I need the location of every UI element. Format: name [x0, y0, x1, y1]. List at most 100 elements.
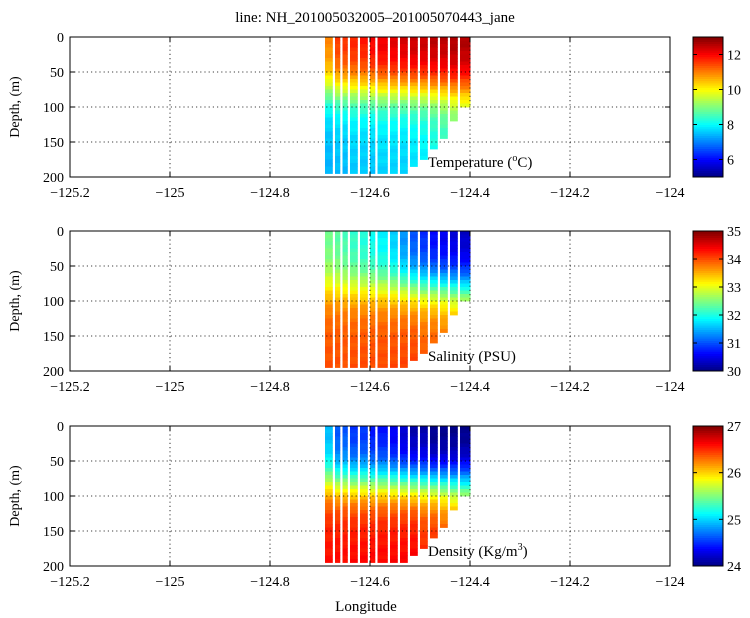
data-cell: [350, 51, 358, 55]
data-cell: [377, 531, 388, 535]
data-cell: [360, 350, 368, 354]
data-cell: [440, 103, 448, 108]
data-cell: [460, 103, 471, 108]
data-cell: [325, 478, 333, 483]
data-cell: [377, 297, 388, 302]
data-cell: [377, 315, 388, 319]
data-cell: [342, 301, 348, 305]
data-cell: [370, 245, 376, 249]
data-cell: [470, 262, 471, 267]
data-cell: [400, 360, 408, 365]
data-cell: [360, 559, 368, 563]
data-cell: [377, 131, 388, 136]
data-cell: [400, 489, 408, 493]
data-cell: [460, 447, 471, 451]
data-cell: [460, 89, 471, 94]
data-cell: [335, 534, 341, 539]
data-cell: [450, 294, 458, 298]
data-cell: [325, 107, 333, 111]
data-cell: [342, 294, 348, 298]
data-cell: [390, 276, 398, 281]
data-cell: [370, 121, 376, 125]
data-cell: [377, 255, 388, 260]
data-cell: [400, 142, 408, 146]
data-cell: [377, 234, 388, 239]
figure-title: line: NH_201005032005–201005070443_jane: [235, 10, 515, 26]
data-cell: [335, 471, 341, 476]
data-cell: [450, 114, 458, 118]
data-cell: [390, 93, 398, 97]
profile-column: [377, 426, 388, 563]
data-cell: [410, 65, 418, 69]
data-cell: [430, 325, 438, 330]
data-cell: [350, 353, 358, 358]
data-cell: [370, 332, 376, 337]
colorbar-step: [693, 537, 723, 541]
data-cell: [370, 44, 376, 48]
x-tick-label: −125.2: [50, 575, 89, 590]
data-cell: [377, 93, 388, 97]
data-cell: [410, 234, 418, 239]
data-cell: [460, 436, 471, 441]
data-cell: [335, 51, 341, 55]
data-cell: [325, 241, 333, 246]
data-cell: [400, 68, 408, 73]
data-cell: [342, 506, 348, 511]
profile-column: [430, 37, 438, 150]
data-cell: [377, 350, 388, 354]
data-cell: [370, 297, 376, 302]
data-cell: [390, 440, 398, 444]
data-cell: [377, 527, 388, 532]
data-cell: [450, 478, 458, 483]
data-cell: [342, 461, 348, 465]
profile-column: [350, 37, 358, 174]
colorbar-step: [693, 465, 723, 469]
data-cell: [420, 93, 428, 97]
data-cell: [450, 301, 458, 305]
data-cell: [460, 269, 471, 274]
data-cell: [420, 100, 428, 104]
data-cell: [377, 461, 388, 465]
data-cell: [470, 429, 471, 434]
data-cell: [390, 166, 398, 171]
data-cell: [410, 252, 418, 256]
y-tick-label: 150: [43, 136, 64, 151]
data-cell: [325, 287, 333, 291]
data-cell: [360, 464, 368, 469]
data-cell: [325, 440, 333, 444]
data-cell: [440, 89, 448, 94]
data-cell: [360, 364, 368, 368]
colorbar-step: [693, 520, 723, 523]
data-cell: [335, 443, 341, 448]
data-cell: [360, 47, 368, 52]
colorbar-step: [693, 231, 723, 234]
data-cell: [430, 283, 438, 288]
colorbar-step: [693, 61, 723, 64]
data-cell: [470, 54, 471, 59]
data-cell: [335, 311, 341, 316]
data-cell: [450, 241, 458, 246]
data-cell: [342, 103, 348, 108]
data-cell: [440, 436, 448, 441]
data-cell: [335, 454, 341, 458]
data-cell: [360, 527, 368, 532]
data-cell: [335, 482, 341, 486]
data-cell: [460, 280, 471, 284]
colorbar-step: [693, 89, 723, 93]
data-cell: [325, 322, 333, 326]
data-cell: [335, 163, 341, 167]
colorbar-step: [693, 170, 723, 174]
data-cell: [410, 304, 418, 309]
data-cell: [350, 325, 358, 330]
profile-column: [400, 37, 408, 174]
data-cell: [360, 121, 368, 125]
data-cell: [325, 364, 333, 368]
data-cell: [440, 443, 448, 448]
data-cell: [420, 545, 428, 549]
data-cell: [400, 520, 408, 525]
data-cell: [410, 75, 418, 80]
data-cell: [450, 443, 458, 448]
data-cell: [335, 47, 341, 52]
data-cell: [335, 503, 341, 507]
data-cell: [342, 166, 348, 171]
